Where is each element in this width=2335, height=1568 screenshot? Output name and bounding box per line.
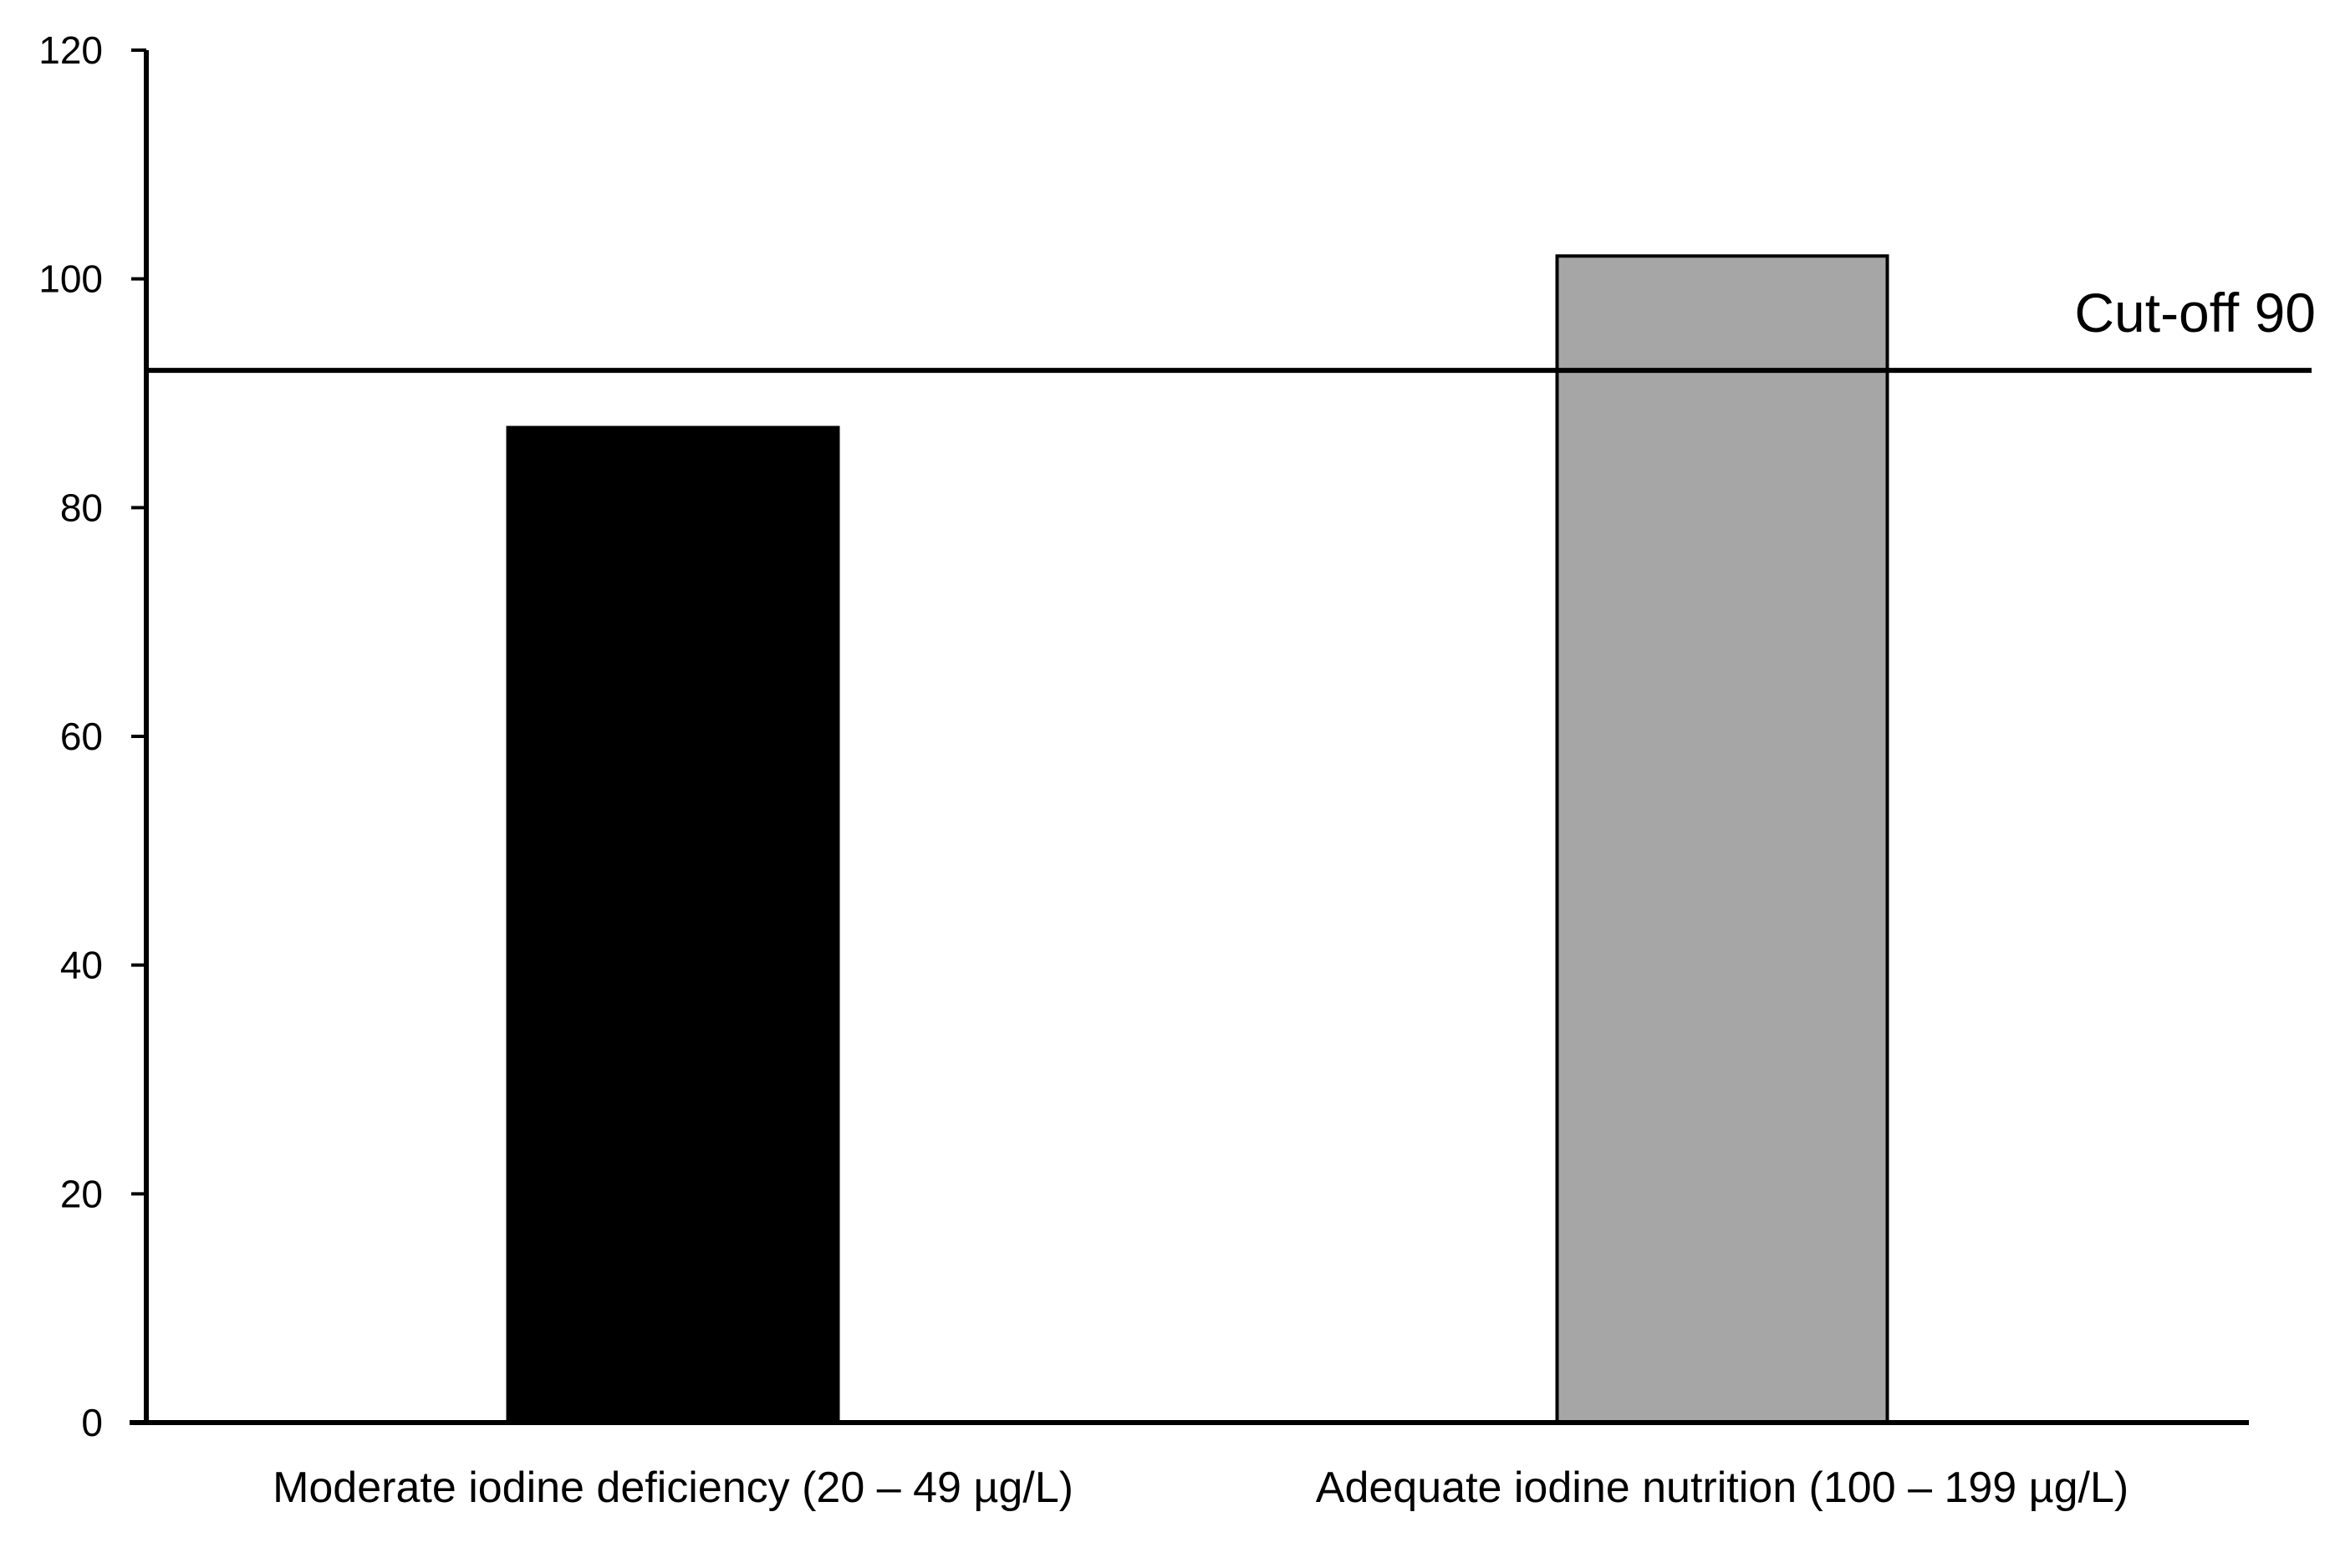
x-category-label: Adequate iodine nutrition (100 – 199 µg/… — [1316, 1464, 2129, 1512]
y-tick-label: 20 — [60, 1172, 103, 1215]
bar-1 — [506, 425, 840, 1424]
bars-layer — [506, 254, 1889, 1424]
axes-layer — [130, 48, 2249, 1425]
y-tick-label: 80 — [60, 486, 103, 529]
y-tick-label: 40 — [60, 944, 103, 987]
y-tick-label: 100 — [38, 257, 103, 301]
cutoff-label: Cut-off 90 — [2074, 282, 2316, 344]
bar-2 — [1555, 254, 1889, 1424]
y-tick-label: 0 — [81, 1401, 103, 1444]
labels-layer: 0 20 40 60 80 100 120 Moderate iodine deficienc… — [38, 28, 2316, 1512]
y-tick-label: 60 — [60, 715, 103, 758]
x-category-label: Moderate iodine deficiency (20 – 49 µg/L… — [273, 1464, 1073, 1512]
y-tick-label: 120 — [38, 28, 103, 72]
